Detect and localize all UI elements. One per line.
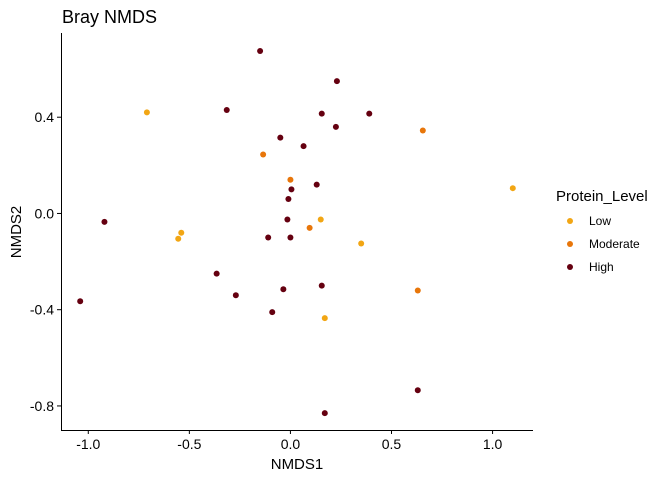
y-tick-label: 0.4 xyxy=(35,109,55,125)
data-point-high xyxy=(232,292,239,299)
data-point-low xyxy=(143,109,150,116)
data-point-high xyxy=(213,270,220,277)
data-point-high xyxy=(321,410,328,417)
data-point-moderate xyxy=(306,224,313,231)
legend-key-high xyxy=(567,264,573,270)
data-point-high xyxy=(277,134,284,141)
legend-label-high: High xyxy=(589,260,614,274)
data-point-high xyxy=(77,298,84,305)
legend-items: Low Moderate High xyxy=(567,214,640,274)
x-tick-label: 1.0 xyxy=(483,436,503,452)
data-point-moderate xyxy=(419,127,426,134)
data-point-high xyxy=(318,282,325,289)
data-point-low xyxy=(358,240,365,247)
data-point-moderate xyxy=(287,176,294,183)
data-point-high xyxy=(366,110,373,117)
data-point-moderate xyxy=(260,151,267,158)
y-tick-label: -0.4 xyxy=(30,302,54,318)
data-point-high xyxy=(285,196,292,203)
data-point-high xyxy=(287,234,294,241)
legend: Protein_Level Low Moderate High xyxy=(556,188,648,274)
data-point-high xyxy=(280,286,287,293)
data-point-low xyxy=(509,185,516,192)
data-point-high xyxy=(288,186,295,193)
data-point-high xyxy=(313,181,320,188)
x-axis-title: NMDS1 xyxy=(271,456,324,473)
y-tick-label: -0.8 xyxy=(30,398,54,414)
x-tick-label: -1.0 xyxy=(76,436,100,452)
legend-key-moderate xyxy=(567,241,573,247)
data-point-high xyxy=(300,143,307,150)
data-point-low xyxy=(175,235,182,242)
legend-label-moderate: Moderate xyxy=(589,237,640,251)
x-ticks: -1.0 -0.5 0.0 0.5 1.0 xyxy=(76,430,503,452)
data-point-high xyxy=(332,123,339,130)
x-tick-label: -0.5 xyxy=(177,436,201,452)
data-point-high xyxy=(284,216,291,223)
data-point-high xyxy=(333,78,340,85)
data-point-high xyxy=(223,106,230,113)
data-point-low xyxy=(321,315,328,322)
data-point-low xyxy=(317,216,324,223)
legend-key-low xyxy=(567,218,573,224)
data-point-high xyxy=(265,234,272,241)
data-point-high xyxy=(269,309,276,316)
y-axis-title: NMDS2 xyxy=(8,206,25,259)
data-point-high xyxy=(318,110,325,117)
y-ticks: -0.8 -0.4 0.0 0.4 xyxy=(30,109,61,414)
legend-label-low: Low xyxy=(589,214,611,228)
points-layer xyxy=(77,48,516,417)
x-tick-label: 0.5 xyxy=(382,436,402,452)
data-point-moderate xyxy=(414,287,421,294)
data-point-high xyxy=(257,48,264,55)
chart-title: Bray NMDS xyxy=(62,7,157,27)
y-tick-label: 0.0 xyxy=(35,205,55,221)
data-point-high xyxy=(414,387,421,394)
x-tick-label: 0.0 xyxy=(281,436,301,452)
legend-title: Protein_Level xyxy=(556,188,648,205)
data-point-low xyxy=(178,229,185,236)
data-point-high xyxy=(101,218,108,225)
